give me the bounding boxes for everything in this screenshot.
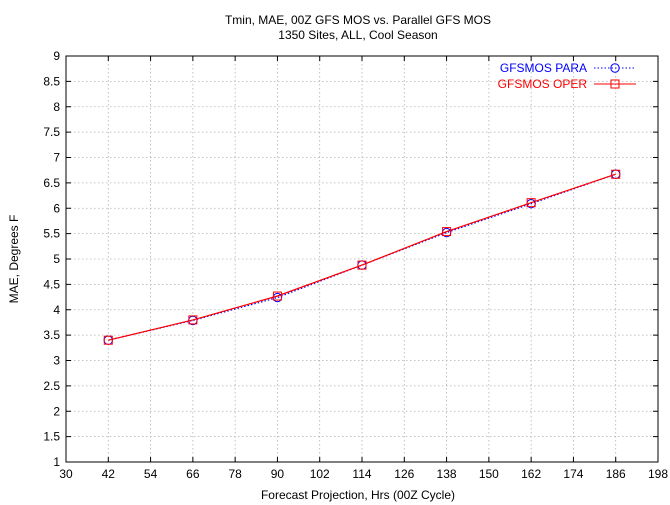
x-tick-label: 102 [310, 467, 330, 481]
x-axis-label: Forecast Projection, Hrs (00Z Cycle) [261, 488, 455, 502]
grid-layer [66, 56, 658, 462]
x-tick-label: 90 [271, 467, 285, 481]
legend: GFSMOS PARA GFSMOS OPER [498, 61, 636, 91]
chart-title: Tmin, MAE, 00Z GFS MOS vs. Parallel GFS … [225, 13, 491, 27]
y-tick-label: 8.5 [43, 74, 60, 88]
data-point [611, 169, 621, 179]
y-tick-label: 6 [53, 201, 60, 215]
y-tick-label: 2 [53, 404, 60, 418]
y-tick-label: 3.5 [43, 328, 60, 342]
tick-layer: 30 42 54 66 78 90 102 114 126 138 150 162 174 186 1981… [43, 49, 668, 481]
y-tick-label: 9 [53, 49, 60, 63]
data-point [526, 198, 536, 208]
data-point [188, 315, 198, 325]
x-tick-label: 186 [606, 467, 626, 481]
x-tick-label: 66 [186, 467, 200, 481]
y-tick-label: 8 [53, 100, 60, 114]
y-tick-label: 1.5 [43, 430, 60, 444]
y-tick-label: 1 [53, 455, 60, 469]
y-tick-label: 7 [53, 151, 60, 165]
y-tick-label: 6.5 [43, 176, 60, 190]
x-tick-label: 162 [521, 467, 541, 481]
x-tick-label: 174 [563, 467, 583, 481]
y-tick-label: 4.5 [43, 277, 60, 291]
legend-label-para: GFSMOS PARA [500, 61, 587, 75]
y-tick-label: 4 [53, 303, 60, 317]
x-tick-label: 114 [352, 467, 371, 481]
chart-subtitle: 1350 Sites, ALL, Cool Season [278, 28, 437, 42]
y-tick-label: 5 [53, 252, 60, 266]
y-tick-label: 5.5 [43, 227, 60, 241]
x-tick-label: 198 [648, 467, 668, 481]
x-tick-label: 78 [228, 467, 242, 481]
y-axis-label: MAE, Degrees F [7, 215, 21, 304]
y-tick-label: 7.5 [43, 125, 60, 139]
series-layer [103, 169, 621, 345]
legend-marker-oper [610, 79, 620, 89]
x-tick-label: 150 [479, 467, 499, 481]
series-line [108, 173, 616, 341]
x-tick-label: 126 [394, 467, 414, 481]
data-point [272, 291, 282, 301]
x-tick-label: 138 [437, 467, 457, 481]
legend-label-oper: GFSMOS OPER [498, 77, 588, 91]
data-point [357, 260, 367, 270]
legend-marker-para [610, 63, 620, 73]
x-tick-label: 42 [102, 467, 116, 481]
x-tick-label: 54 [144, 467, 158, 481]
data-point [442, 227, 452, 237]
data-point [103, 335, 113, 345]
series-line [108, 173, 616, 341]
y-tick-label: 3 [53, 354, 60, 368]
y-tick-label: 2.5 [43, 379, 60, 393]
x-tick-label: 30 [59, 467, 73, 481]
